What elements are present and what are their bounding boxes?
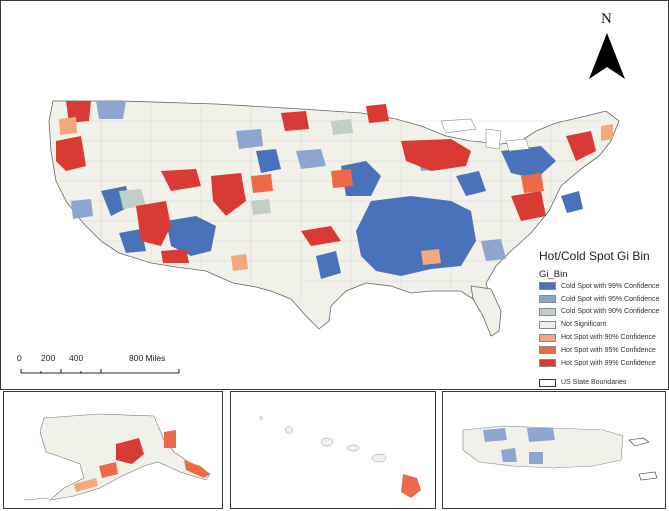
legend-boundary-swatch xyxy=(539,378,556,387)
alaska-map xyxy=(23,413,211,501)
legend-swatch xyxy=(539,307,556,316)
legend-title: Hot/Cold Spot Gi Bin xyxy=(539,249,650,263)
legend-item: Cold Spot with 99% Confidence xyxy=(539,280,667,293)
legend-item: Hot Spot with 99% Confidence xyxy=(539,357,667,370)
hot-spot-90-regions xyxy=(59,117,613,271)
legend-item: Hot Spot with 95% Confidence xyxy=(539,344,667,357)
scale-bar xyxy=(20,369,180,374)
scale-label-0: 0 xyxy=(17,353,22,363)
legend-item: Cold Spot with 95% Confidence xyxy=(539,293,667,306)
scale-label-400: 400 xyxy=(69,353,84,363)
conterminous-us-map xyxy=(48,33,625,337)
scale-label-200: 200 xyxy=(41,353,56,363)
hot-spot-99-regions xyxy=(56,101,596,263)
legend-item: Not Significant xyxy=(539,318,667,331)
legend-label: Cold Spot with 99% Confidence xyxy=(561,282,660,290)
scale-label-800: 800 Miles xyxy=(129,353,166,363)
legend-label: Hot Spot with 99% Confidence xyxy=(561,359,656,367)
legend-label: Cold Spot with 95% Confidence xyxy=(561,295,660,303)
legend-swatch xyxy=(539,282,556,291)
legend: Hot/Cold Spot Gi Bin Gi_Bin Cold Spot wi… xyxy=(539,249,667,389)
cold-spot-99-regions xyxy=(101,146,583,279)
legend-boundary-label: US State Boundaries xyxy=(561,379,627,387)
legend-label: Not Significant xyxy=(561,321,607,329)
puerto-rico-inset xyxy=(442,391,666,509)
hot-spot-95-regions xyxy=(251,169,544,193)
legend-label: Hot Spot with 90% Confidence xyxy=(561,334,656,342)
legend-swatch xyxy=(539,359,556,368)
legend-label: Cold Spot with 90% Confidence xyxy=(561,308,660,316)
alaska-inset xyxy=(3,391,223,509)
legend-swatch xyxy=(539,320,556,329)
great-lakes xyxy=(440,118,530,152)
legend-item: Hot Spot with 90% Confidence xyxy=(539,331,667,344)
legend-swatch xyxy=(539,295,556,304)
legend-swatch xyxy=(539,333,556,342)
legend-boundary-item: US State Boundaries xyxy=(539,377,667,390)
hawaii-map xyxy=(259,416,421,498)
north-letter: N xyxy=(601,11,612,27)
hawaii-inset xyxy=(230,391,436,509)
legend-item: Cold Spot with 90% Confidence xyxy=(539,306,667,319)
florida xyxy=(470,285,502,337)
cold-spot-90-regions xyxy=(119,119,353,215)
main-map-frame: N 0 200 400 800 Miles Hot/Cold Spot Gi B… xyxy=(0,0,669,390)
legend-label: Hot Spot with 95% Confidence xyxy=(561,346,656,354)
north-arrow-icon xyxy=(589,33,625,79)
legend-subtitle: Gi_Bin xyxy=(539,269,568,280)
puerto-rico-map xyxy=(462,425,658,481)
legend-swatch xyxy=(539,346,556,355)
